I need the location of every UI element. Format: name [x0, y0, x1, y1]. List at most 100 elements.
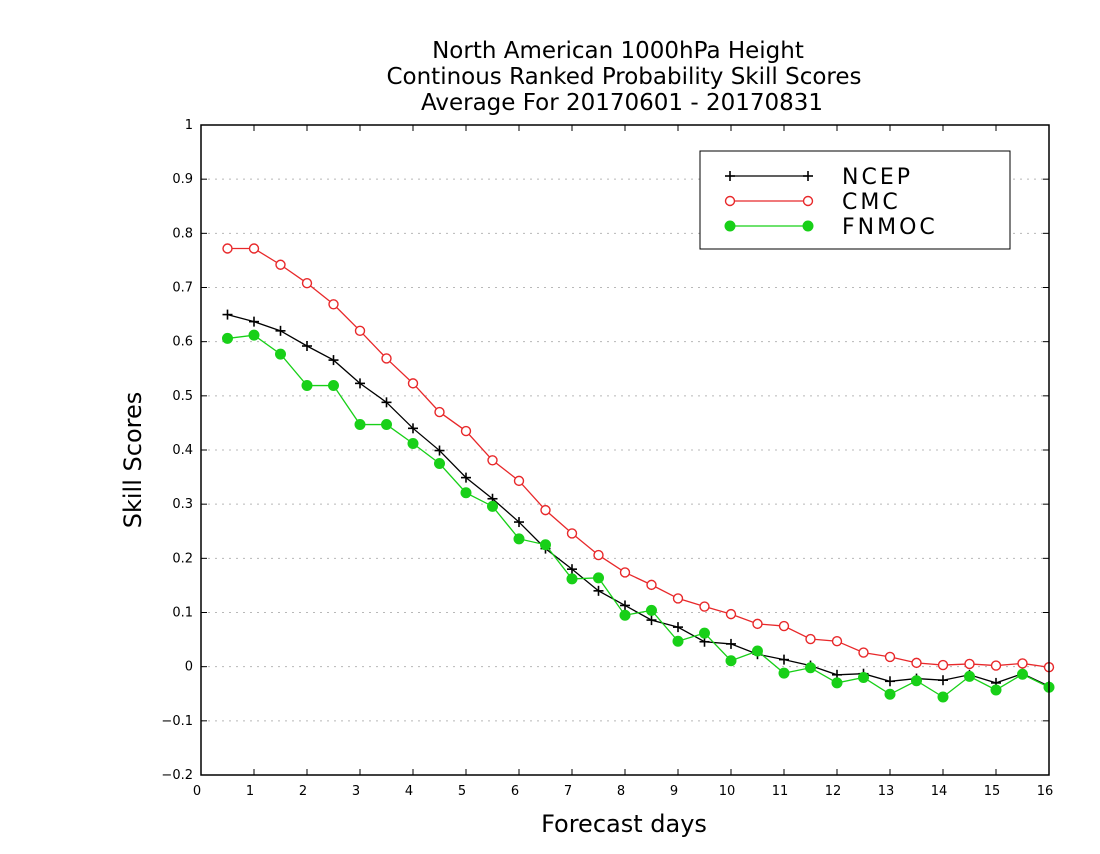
axis-ticks: −0.2−0.100.10.20.30.40.50.60.70.80.910 1 2…: [161, 118, 1053, 799]
data-point-fnmoc: [513, 533, 525, 545]
data-point-fnmoc: [911, 675, 922, 687]
data-point-fnmoc: [884, 688, 896, 700]
data-point-fnmoc: [328, 380, 339, 392]
data-point-ncep: [938, 675, 948, 686]
y-tick-label: 0.4: [172, 443, 193, 458]
legend-marker-fnmoc: [802, 220, 814, 232]
data-point-fnmoc: [248, 329, 260, 341]
data-point-cmc: [1017, 658, 1028, 669]
y-axis-label: Skill Scores: [119, 392, 147, 529]
series-line-ncep: [227, 313, 1050, 687]
data-point-fnmoc: [354, 419, 366, 431]
x-tick-label: 10: [719, 784, 736, 799]
data-point-cmc: [275, 259, 286, 270]
data-point-ncep: [249, 316, 259, 327]
chart-title-line-3: Average For 20170601 - 20170831: [421, 90, 823, 116]
y-tick-label: 0.1: [172, 606, 193, 621]
data-point-ncep: [275, 325, 286, 336]
data-series: [222, 243, 1055, 703]
data-point-cmc: [937, 659, 949, 671]
data-point-fnmoc: [1017, 668, 1028, 680]
x-tick-label: 1: [246, 784, 254, 799]
data-point-ncep: [328, 355, 339, 366]
data-point-cmc: [990, 660, 1002, 671]
data-point-cmc: [964, 658, 975, 670]
y-tick-label: 0.7: [172, 281, 193, 296]
series-cmc: [222, 243, 1055, 673]
data-point-cmc: [805, 633, 816, 645]
data-point-ncep: [302, 341, 312, 351]
data-point-cmc: [593, 549, 604, 561]
x-tick-label: 14: [931, 784, 948, 799]
data-point-fnmoc: [407, 438, 419, 449]
data-point-cmc: [566, 528, 578, 539]
data-point-ncep: [620, 600, 630, 611]
data-point-fnmoc: [222, 332, 233, 344]
x-tick-label: 2: [299, 784, 307, 799]
legend-marker-ncep: [725, 171, 735, 181]
data-point-fnmoc: [540, 539, 551, 551]
data-point-fnmoc: [487, 500, 498, 512]
data-point-fnmoc: [858, 672, 869, 683]
y-tick-label: 0: [185, 660, 193, 675]
y-tick-label: 0.9: [172, 172, 193, 187]
legend-box: [699, 150, 1011, 250]
legend-marker-fnmoc: [724, 220, 736, 232]
data-point-cmc: [884, 651, 896, 663]
data-point-ncep: [408, 423, 418, 434]
data-point-fnmoc: [990, 684, 1002, 696]
data-point-cmc: [407, 378, 419, 389]
data-point-ncep: [514, 517, 524, 528]
data-point-cmc: [540, 504, 551, 516]
series-ncep: [222, 309, 1054, 692]
data-point-cmc: [328, 299, 339, 310]
legend-label-cmc: CMC: [842, 190, 901, 215]
x-tick-label: 16: [1037, 784, 1054, 799]
data-point-ncep: [593, 585, 604, 596]
data-point-fnmoc: [566, 573, 578, 585]
y-tick-label: −0.1: [161, 714, 193, 729]
chart-title: North American 1000hPa Height Continous …: [386, 38, 861, 116]
data-point-cmc: [699, 601, 710, 612]
legend-entry-ncep: NCEP: [725, 165, 910, 190]
data-point-ncep: [646, 615, 657, 626]
x-tick-label: 4: [405, 784, 413, 799]
data-point-ncep: [885, 676, 895, 687]
data-point-fnmoc: [699, 627, 710, 639]
y-tick-label: 0.5: [172, 389, 193, 404]
data-point-cmc: [354, 325, 366, 337]
x-tick-label: 5: [458, 784, 466, 799]
data-point-fnmoc: [381, 419, 392, 431]
grid-lines: [201, 178, 1049, 722]
y-tick-label: 0.3: [172, 497, 193, 512]
y-tick-label: 0.2: [172, 551, 193, 566]
x-tick-label: 9: [670, 784, 678, 799]
x-tick-label: 12: [825, 784, 842, 799]
x-tick-label: 6: [511, 784, 519, 799]
data-point-ncep: [222, 309, 233, 320]
data-point-ncep: [434, 445, 445, 456]
data-point-ncep: [461, 472, 471, 483]
data-point-cmc: [672, 593, 684, 604]
x-tick-label: 7: [564, 784, 572, 799]
data-point-cmc: [381, 353, 392, 364]
data-point-ncep: [726, 638, 736, 649]
data-point-cmc: [646, 579, 657, 591]
data-point-fnmoc: [964, 670, 975, 682]
data-point-fnmoc: [460, 487, 472, 499]
data-point-cmc: [619, 567, 631, 578]
data-point-cmc: [911, 657, 922, 669]
x-tick-label: 15: [984, 784, 1001, 799]
y-tick-label: 0.6: [172, 335, 193, 350]
data-point-cmc: [752, 618, 763, 630]
x-tick-label: 0: [193, 784, 201, 799]
data-point-cmc: [487, 455, 498, 466]
data-point-cmc: [513, 475, 525, 487]
y-tick-label: 1: [185, 118, 193, 133]
data-point-ncep: [381, 397, 392, 408]
data-point-fnmoc: [301, 380, 313, 392]
legend-marker-cmc: [802, 195, 814, 207]
data-point-fnmoc: [593, 572, 604, 584]
